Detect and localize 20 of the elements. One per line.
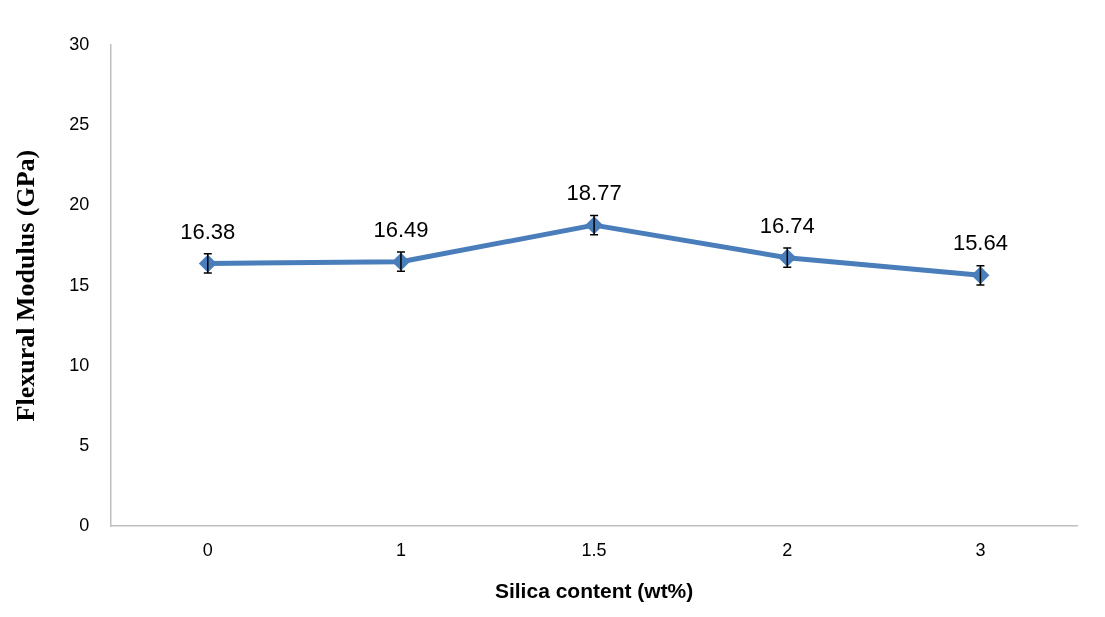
data-label: 16.74 [759, 212, 815, 238]
y-axis-title: Flexural Modulus (GPa) [11, 149, 41, 422]
x-axis-title: Silica content (wt%) [494, 579, 694, 603]
y-tick-label: 30 [69, 33, 90, 54]
data-label: 18.77 [566, 180, 622, 206]
x-tick-label: 0 [202, 539, 213, 560]
x-tick-label: 1 [395, 539, 406, 560]
data-label: 16.49 [373, 216, 429, 242]
y-tick-label: 0 [79, 515, 90, 536]
y-tick-label: 15 [69, 274, 90, 295]
y-tick-label: 5 [79, 434, 90, 455]
data-label: 16.38 [180, 218, 236, 244]
data-label: 15.64 [952, 230, 1008, 256]
x-tick-label: 3 [975, 539, 986, 560]
x-tick-label: 2 [782, 539, 793, 560]
y-tick-label: 25 [69, 114, 90, 135]
y-tick-label: 10 [69, 354, 90, 375]
x-tick-label: 1.5 [581, 539, 607, 560]
y-tick-label: 20 [69, 194, 90, 215]
point [778, 248, 797, 267]
